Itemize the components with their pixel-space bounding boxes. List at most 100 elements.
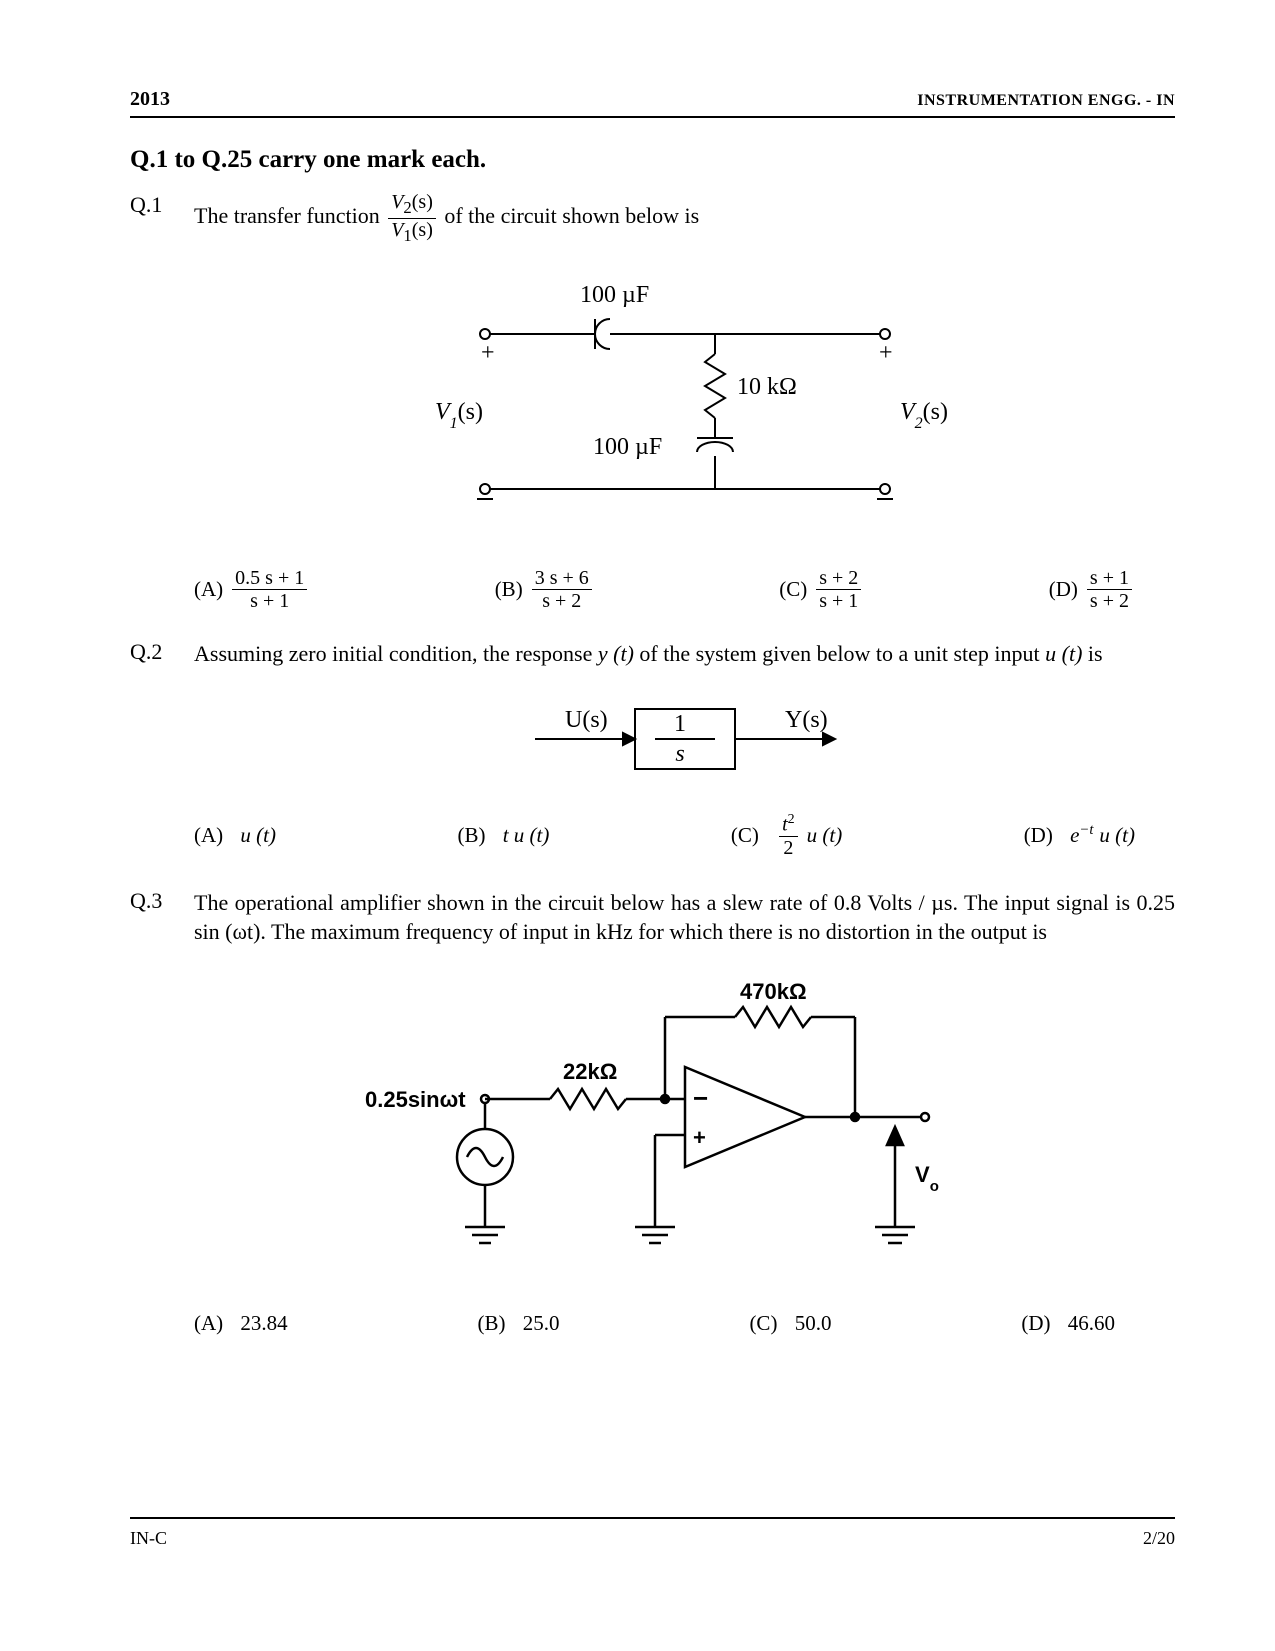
question-number: Q.2 — [130, 639, 194, 857]
block-num: 1 — [674, 711, 686, 737]
text-fragment: Assuming zero initial condition, the res… — [194, 641, 598, 666]
v2-sub: 2 — [914, 415, 922, 432]
d-tail: u (t) — [1099, 823, 1135, 848]
opt-num: s + 1 — [1087, 568, 1132, 590]
opt-val: u (t) — [240, 823, 276, 848]
text-fragment: of the system given below to a unit step… — [634, 641, 1045, 666]
opt-val: 23.84 — [240, 1311, 287, 1336]
section-title: Q.1 to Q.25 carry one mark each. — [130, 146, 1175, 174]
page: 2013 INSTRUMENTATION ENGG. - IN Q.1 to Q… — [0, 0, 1275, 1651]
option-c: (C) 50.0 — [749, 1311, 831, 1336]
question-2: Q.2 Assuming zero initial condition, the… — [130, 639, 1175, 857]
transfer-function-fraction: V2(s) V1(s) — [388, 192, 436, 244]
opt-val: 50.0 — [795, 1311, 832, 1336]
opt-num: s + 2 — [816, 568, 861, 590]
header-year: 2013 — [130, 88, 170, 111]
question-number: Q.1 — [130, 192, 194, 611]
opt-label: (B) — [457, 823, 485, 848]
opt-label: (D) — [1049, 577, 1078, 602]
opt-label: (B) — [478, 1311, 506, 1336]
opt-num: 3 s + 6 — [532, 568, 592, 590]
opt-label: (C) — [731, 823, 759, 848]
q2-figure: U(s) Y(s) 1 s — [194, 689, 1175, 795]
text-fragment: The operational amplifier shown in the c… — [194, 890, 834, 915]
rf-label: 470kΩ — [740, 979, 807, 1004]
opt-num: 0.5 s + 1 — [232, 568, 307, 590]
option-b: (B) t u (t) — [457, 813, 549, 858]
question-text: The operational amplifier shown in the c… — [194, 888, 1175, 947]
v2-arg: (s) — [922, 399, 947, 425]
option-c: (C) s + 2s + 1 — [779, 568, 864, 611]
option-a: (A) 0.5 s + 1s + 1 — [194, 568, 310, 611]
opt-val: 46.60 — [1068, 1311, 1115, 1336]
c-tail: u (t) — [807, 823, 843, 848]
option-a: (A) u (t) — [194, 813, 276, 858]
text-fragment: . The input signal is — [952, 890, 1136, 915]
opamp-circuit-svg: 470kΩ 22kΩ 0.25sinωt Vo − + — [335, 967, 1035, 1287]
bottom-rule — [130, 1517, 1175, 1519]
question-1: Q.1 The transfer function V2(s) V1(s) of… — [130, 192, 1175, 611]
footer-left: IN-C — [130, 1528, 167, 1549]
text-fragment: . The maximum frequency of input in kHz … — [260, 919, 1047, 944]
opt-den: s + 1 — [816, 590, 861, 611]
opt-den: s + 2 — [532, 590, 592, 611]
text-fragment: is — [1082, 641, 1102, 666]
circuit-svg-q1: 100 µF 10 kΩ 100 µF + + V1(s) V2(s) — [405, 264, 965, 544]
option-d: (D) e−t u (t) — [1024, 813, 1135, 858]
q1-options: (A) 0.5 s + 1s + 1 (B) 3 s + 6s + 2 (C) … — [194, 568, 1175, 611]
question-text: Assuming zero initial condition, the res… — [194, 639, 1175, 669]
resistor-label: 10 kΩ — [737, 374, 797, 400]
slew-rate-value: 0.8 Volts / µs — [834, 890, 953, 915]
tf-denominator-sub: 1 — [403, 226, 411, 245]
option-b: (B) 25.0 — [478, 1311, 560, 1336]
option-c: (C) t22 u (t) — [731, 813, 842, 858]
option-d: (D) s + 1s + 2 — [1049, 568, 1135, 611]
cap-bot-label: 100 µF — [593, 434, 662, 460]
option-b: (B) 3 s + 6s + 2 — [495, 568, 595, 611]
option-a: (A) 23.84 — [194, 1311, 288, 1336]
block-den: s — [675, 741, 684, 767]
source-label: 0.25sinωt — [365, 1087, 466, 1112]
tf-numerator-arg: (s) — [412, 191, 433, 213]
plus-left: + — [481, 340, 495, 366]
opt-den: s + 2 — [1087, 590, 1132, 611]
v1-sub: 1 — [449, 415, 457, 432]
opt-label: (A) — [194, 823, 223, 848]
cap-top-label: 100 µF — [580, 282, 649, 308]
tf-numerator-sub: 2 — [403, 198, 411, 217]
opt-label: (A) — [194, 577, 223, 602]
text-fragment: The transfer function — [194, 203, 385, 228]
opt-label: (D) — [1024, 823, 1053, 848]
c-sup: 2 — [788, 812, 795, 827]
q1-figure: 100 µF 10 kΩ 100 µF + + V1(s) V2(s) — [194, 264, 1175, 550]
opt-val: 25.0 — [523, 1311, 560, 1336]
q3-figure: 470kΩ 22kΩ 0.25sinωt Vo − + — [194, 967, 1175, 1293]
input-label: U(s) — [565, 707, 608, 733]
c-den: 2 — [779, 837, 798, 858]
opt-label: (C) — [779, 577, 807, 602]
q2-options: (A) u (t) (B) t u (t) (C) t22 u (t) (D) … — [194, 813, 1175, 858]
top-rule — [130, 116, 1175, 118]
opt-label: (C) — [749, 1311, 777, 1336]
content-area: Q.1 to Q.25 carry one mark each. Q.1 The… — [130, 146, 1175, 1336]
vo-label: Vo — [915, 1162, 939, 1195]
header-subject: INSTRUMENTATION ENGG. - IN — [917, 92, 1175, 110]
question-number: Q.3 — [130, 888, 194, 1336]
question-3: Q.3 The operational amplifier shown in t… — [130, 888, 1175, 1336]
output-label: Y(s) — [785, 707, 828, 733]
opt-label: (B) — [495, 577, 523, 602]
d-sup: −t — [1079, 822, 1093, 838]
q3-options: (A) 23.84 (B) 25.0 (C) 50.0 (D) 46.60 — [194, 1311, 1175, 1336]
opt-label: (A) — [194, 1311, 223, 1336]
opamp-minus: − — [693, 1083, 708, 1113]
text-fragment: of the circuit shown below is — [444, 203, 699, 228]
v1-arg: (s) — [457, 399, 482, 425]
option-d: (D) 46.60 — [1021, 1311, 1115, 1336]
v1-label: V1(s) — [435, 399, 483, 432]
question-text: The transfer function V2(s) V1(s) of the… — [194, 192, 1175, 244]
opt-label: (D) — [1021, 1311, 1050, 1336]
tf-denominator-v: V — [391, 219, 403, 241]
block-diagram-svg: U(s) Y(s) 1 s — [485, 689, 885, 789]
v2-label: V2(s) — [900, 399, 948, 432]
tf-numerator-v: V — [391, 191, 403, 213]
